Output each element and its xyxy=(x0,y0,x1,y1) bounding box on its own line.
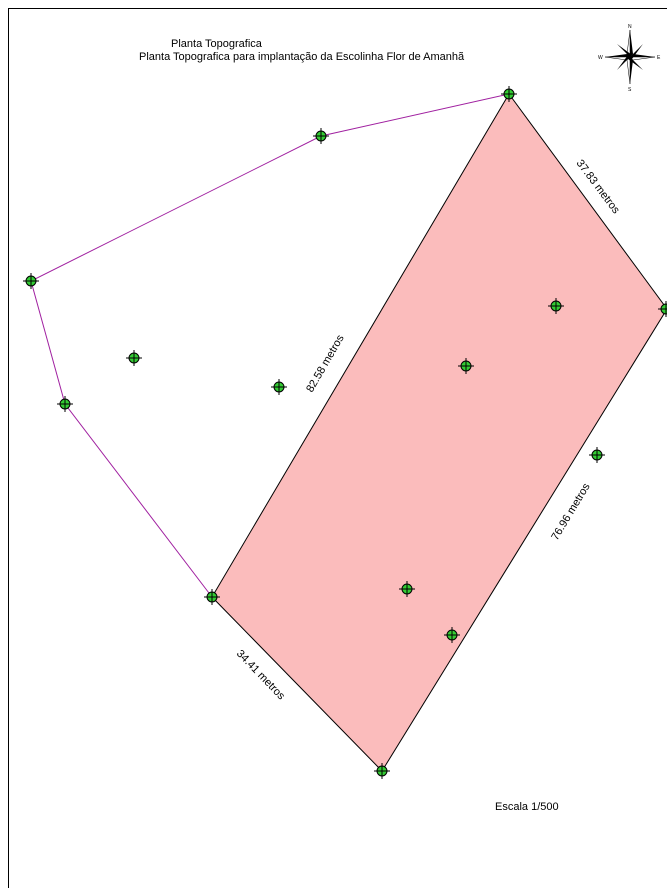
survey-point-marker xyxy=(23,273,39,289)
survey-point-marker xyxy=(444,627,460,643)
survey-point-marker xyxy=(548,298,564,314)
survey-point-marker xyxy=(458,358,474,374)
map-frame xyxy=(8,8,667,888)
map-title: Planta Topografica xyxy=(171,38,262,50)
survey-point-marker xyxy=(374,763,390,779)
compass-east-label: E xyxy=(657,55,661,61)
map-subtitle: Planta Topografica para implantação da E… xyxy=(139,51,465,63)
survey-points xyxy=(23,86,667,779)
survey-point-marker xyxy=(501,86,517,102)
survey-point-marker xyxy=(57,396,73,412)
survey-point-marker xyxy=(399,581,415,597)
survey-point-marker xyxy=(126,350,142,366)
north-arrow-icon: N S E W xyxy=(598,24,661,93)
survey-point-marker xyxy=(589,447,605,463)
survey-point-marker xyxy=(204,589,220,605)
compass-north-label: N xyxy=(628,24,632,30)
compass-south-label: S xyxy=(628,87,632,93)
compass-west-label: W xyxy=(598,55,603,61)
scale-label: Escala 1/500 xyxy=(495,801,559,813)
survey-point-marker xyxy=(658,301,667,317)
survey-point-marker xyxy=(313,128,329,144)
survey-point-marker xyxy=(271,379,287,395)
